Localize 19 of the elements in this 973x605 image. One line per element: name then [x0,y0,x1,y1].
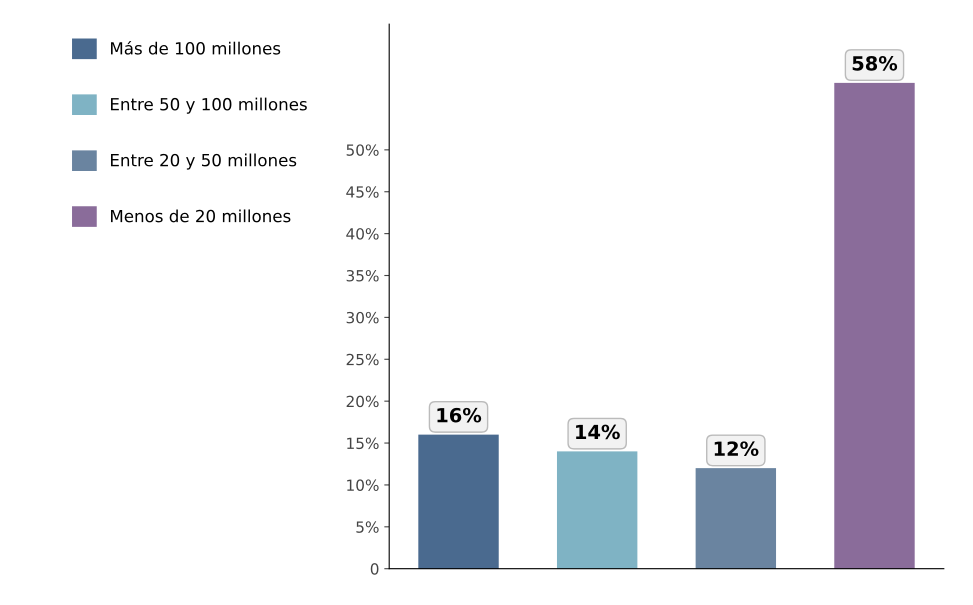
y-tick-label: 15% [347,438,379,450]
data-label: 16% [437,408,482,423]
legend-label: Menos de 20 millones [111,209,290,222]
legend-label: Entre 20 y 50 millones [111,154,296,170]
y-tick-label: 45% [346,186,379,198]
data-label: 58% [852,56,898,71]
data-label: 12% [714,441,758,456]
y-tick-label: 10% [347,479,379,491]
y-tick-label: 25% [346,354,379,366]
y-tick-label: 50% [346,144,379,156]
y-tick-label: 20% [346,396,379,408]
legend-label: Más de 100 millones [111,41,280,55]
y-tick-label: 35% [346,270,379,282]
y-tick-label: 0 [370,563,378,575]
data-label: 14% [576,424,620,440]
y-tick-label: 5% [356,521,379,533]
y-tick-label: 30% [346,312,379,324]
legend-label: Entre 50 y 100 millones [111,98,307,114]
y-tick-label: 40% [346,228,379,240]
